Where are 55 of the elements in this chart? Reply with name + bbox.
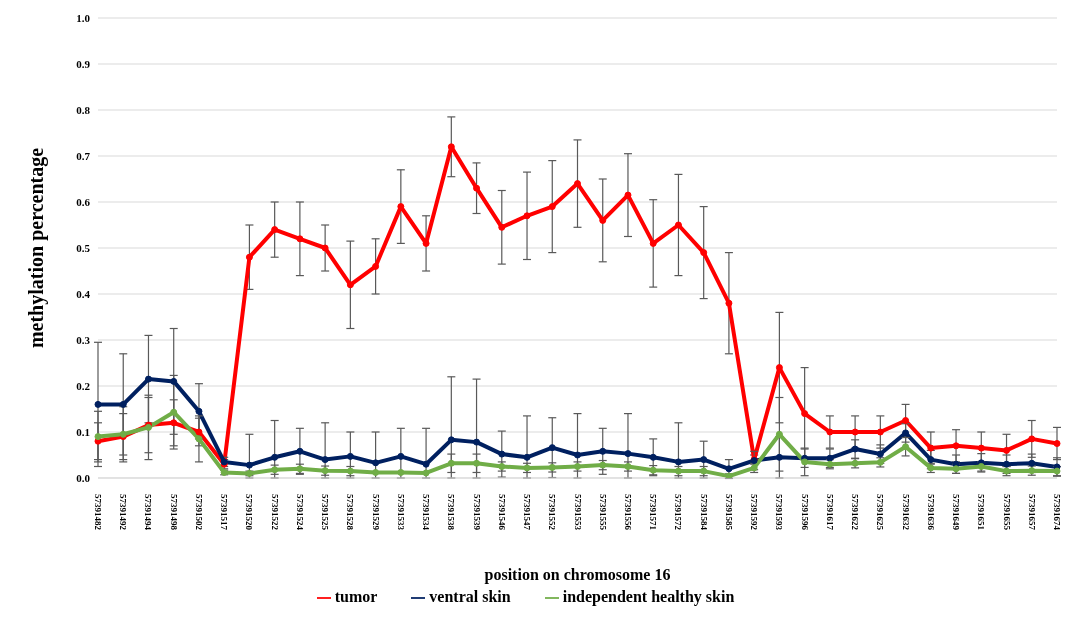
x-tick-label: 57391522 bbox=[269, 494, 280, 531]
x-tick-label: 57391617 bbox=[824, 494, 835, 531]
x-tick-label: 57391552 bbox=[547, 494, 558, 531]
y-tick-label: 0.5 bbox=[76, 241, 91, 254]
x-tick-label: 57391584 bbox=[698, 494, 709, 531]
y-tick-label: 0.2 bbox=[76, 379, 91, 392]
legend-label: independent healthy skin bbox=[562, 588, 735, 605]
x-tick-label: 57391502 bbox=[193, 494, 204, 531]
x-tick-label: 57391622 bbox=[850, 494, 861, 531]
x-axis-title: position on chromosome 16 bbox=[484, 566, 671, 584]
x-tick-label: 57391553 bbox=[572, 494, 583, 531]
x-tick-label: 57391529 bbox=[370, 494, 381, 531]
y-axis-title: methylation percentage bbox=[25, 147, 49, 349]
y-tick-label: 0.0 bbox=[76, 471, 91, 484]
x-tick-label: 57391556 bbox=[622, 494, 633, 531]
x-tick-label: 57391592 bbox=[749, 494, 760, 531]
x-tick-label: 57391524 bbox=[294, 494, 305, 531]
y-tick-label: 0.8 bbox=[76, 103, 91, 116]
y-tick-label: 0.3 bbox=[76, 333, 91, 346]
x-tick-label: 57391525 bbox=[320, 494, 331, 531]
y-tick-label: 0.7 bbox=[76, 149, 91, 162]
x-tick-label: 57391636 bbox=[925, 494, 936, 531]
x-tick-label: 57391482 bbox=[93, 494, 103, 531]
x-tick-label: 57391555 bbox=[597, 494, 608, 531]
x-tick-label: 57391547 bbox=[522, 494, 533, 531]
y-tick-label: 1.0 bbox=[76, 11, 91, 24]
x-tick-label: 57391533 bbox=[395, 494, 406, 531]
x-tick-label: 57391651 bbox=[976, 494, 987, 531]
x-tick-label: 57391649 bbox=[951, 494, 962, 531]
x-tick-label: 57391520 bbox=[244, 494, 255, 531]
x-tick-label: 57391572 bbox=[673, 494, 684, 531]
x-tick-label: 57391593 bbox=[774, 494, 785, 531]
legend-label: tumor bbox=[334, 588, 378, 605]
x-tick-label: 57391585 bbox=[723, 494, 734, 531]
x-tick-label: 57391538 bbox=[446, 494, 457, 531]
x-tick-label: 57391498 bbox=[168, 494, 179, 531]
x-tick-label: 57391625 bbox=[875, 494, 886, 531]
x-tick-label: 57391534 bbox=[421, 494, 432, 531]
x-tick-label: 57391494 bbox=[143, 494, 154, 531]
x-tick-label: 57391571 bbox=[648, 494, 659, 531]
y-tick-label: 0.1 bbox=[76, 425, 90, 438]
x-tick-label: 57391632 bbox=[900, 494, 911, 531]
x-tick-label: 57391517 bbox=[219, 494, 230, 531]
y-tick-label: 0.6 bbox=[76, 195, 91, 208]
x-tick-label: 57391528 bbox=[345, 494, 356, 531]
y-tick-label: 0.4 bbox=[76, 287, 91, 300]
x-tick-label: 57391596 bbox=[799, 494, 810, 531]
x-tick-label: 57391546 bbox=[496, 494, 507, 531]
x-tick-label: 57391539 bbox=[471, 494, 482, 531]
x-tick-label: 57391674 bbox=[1052, 494, 1062, 531]
x-tick-label: 57391655 bbox=[1001, 494, 1012, 531]
legend-label: ventral skin bbox=[429, 588, 511, 605]
y-tick-label: 0.9 bbox=[76, 57, 91, 70]
x-tick-label: 57391492 bbox=[118, 494, 129, 531]
x-tick-label: 57391657 bbox=[1026, 494, 1037, 531]
